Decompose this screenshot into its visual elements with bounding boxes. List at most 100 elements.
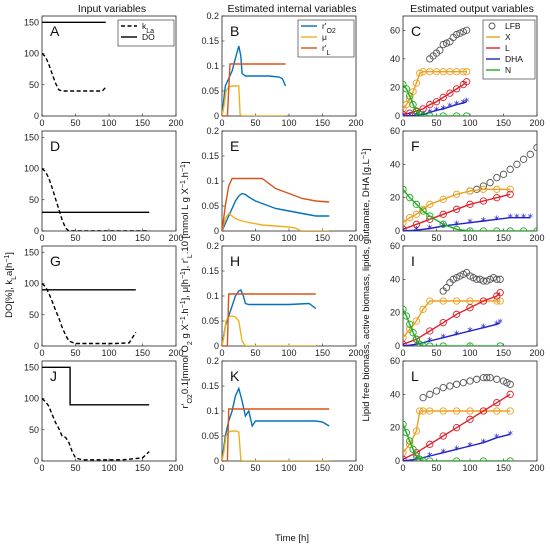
panel-label: A [50, 23, 60, 39]
plot-area [222, 386, 330, 461]
y-tick-label: 40 [390, 274, 400, 284]
series-k-la-line [42, 282, 137, 345]
series-dha-line [403, 216, 531, 231]
series-dha-point: * [467, 440, 473, 453]
series-dha-point: * [494, 318, 500, 331]
x-tick-label: 150 [496, 118, 511, 128]
panel-label: D [50, 138, 60, 154]
series-x-point [403, 334, 407, 342]
panel-D: 0 50 100 150 200 0 50 100 150 D [24, 130, 184, 243]
series-l-point [426, 327, 434, 335]
legend-label-n: N [505, 65, 511, 75]
series-x-point [439, 195, 447, 203]
series-x-point [459, 68, 467, 76]
x-tick-label: 50 [431, 348, 441, 358]
series-dha-point: * [434, 104, 440, 117]
series-x-point [493, 407, 501, 415]
series-l-point [426, 100, 434, 109]
x-tick-label: 50 [70, 463, 80, 473]
x-tick-label: 150 [135, 463, 150, 473]
x-tick-label: 200 [348, 348, 363, 358]
series-dha-point: * [440, 220, 446, 233]
series-x-point [403, 219, 407, 227]
series-lfb-point [439, 384, 447, 392]
series-n-point [406, 320, 414, 328]
series-n-point [506, 457, 514, 461]
x-tick-label: 50 [70, 233, 80, 243]
x-tick-label: 0 [400, 463, 405, 473]
series-x-line [403, 188, 511, 224]
series-lfb-point [533, 144, 537, 152]
series-l-point [479, 197, 488, 205]
y-tick-label: 0 [214, 456, 219, 466]
x-tick-label: 0 [219, 233, 224, 243]
series-lfb-point [493, 375, 501, 383]
y-tick-label: 0.1 [206, 406, 219, 416]
series-n-point [479, 227, 488, 231]
x-tick-label: 100 [281, 463, 296, 473]
panel-label: C [411, 23, 421, 39]
series-x-point [466, 187, 474, 195]
series-n-point [519, 227, 528, 231]
series-lfb-point [456, 29, 464, 37]
series-l-point [506, 190, 514, 198]
y-tick-label: 0.1 [206, 291, 219, 301]
series-n-point [416, 455, 424, 461]
x-tick-label: 50 [250, 348, 260, 358]
series-lfb-point [526, 150, 534, 158]
series-lfb-point [503, 379, 511, 387]
plot-area: ********* [403, 269, 504, 346]
legend-label-lfb: LFB [505, 21, 521, 31]
y-tick-label: 20 [390, 423, 400, 433]
x-tick-label: 50 [250, 233, 260, 243]
series-lfb-point [446, 382, 454, 390]
series--line [222, 212, 330, 231]
series-x-point [416, 69, 424, 77]
panel-label: E [230, 138, 239, 154]
legend-swatch-lfb [488, 22, 496, 30]
series-lfb-point [486, 179, 494, 187]
series--line [222, 315, 316, 346]
plot-frame [221, 130, 357, 232]
series-n-point [426, 112, 434, 116]
x-tick-label: 0 [39, 348, 44, 358]
plot-frame [221, 360, 357, 462]
series-lfb-point [432, 387, 441, 395]
series-lfb-point [439, 40, 447, 49]
series-x-point [493, 297, 501, 305]
plot-area [42, 366, 150, 461]
x-tick-label: 50 [250, 118, 260, 128]
series-dha-point: * [454, 443, 460, 456]
series-dha-point: * [454, 328, 460, 341]
series-lfb-point [489, 274, 498, 282]
series-lfb-point [469, 274, 477, 282]
legend-label-dha: DHA [505, 54, 523, 64]
x-tick-label: 50 [431, 463, 441, 473]
series-n-point [403, 185, 407, 193]
series-dha-point: * [454, 218, 460, 231]
series-n-point [416, 340, 424, 346]
series-n-point [406, 92, 414, 100]
series-lfb-point [442, 39, 451, 47]
series-x-point [479, 185, 488, 193]
x-tick-label: 200 [529, 118, 544, 128]
series-x-point [403, 449, 407, 457]
series-x-point [403, 105, 407, 113]
series--line [222, 430, 330, 461]
plot-frame [41, 360, 177, 462]
series-k-la-line [42, 52, 107, 92]
x-tick-label: 150 [315, 233, 330, 243]
x-tick-label: 150 [135, 118, 150, 128]
series-n-point [403, 429, 410, 437]
series-l-point [466, 415, 474, 423]
y-tick-label: 100 [24, 394, 39, 404]
series-lfb-point [493, 275, 501, 283]
x-tick-label: 150 [496, 233, 511, 243]
series-l-point [493, 194, 501, 202]
series-l-point [496, 289, 504, 297]
x-tick-label: 200 [168, 118, 183, 128]
y-tick-label: 0.15 [201, 266, 219, 276]
series-lfb-point [442, 284, 451, 292]
